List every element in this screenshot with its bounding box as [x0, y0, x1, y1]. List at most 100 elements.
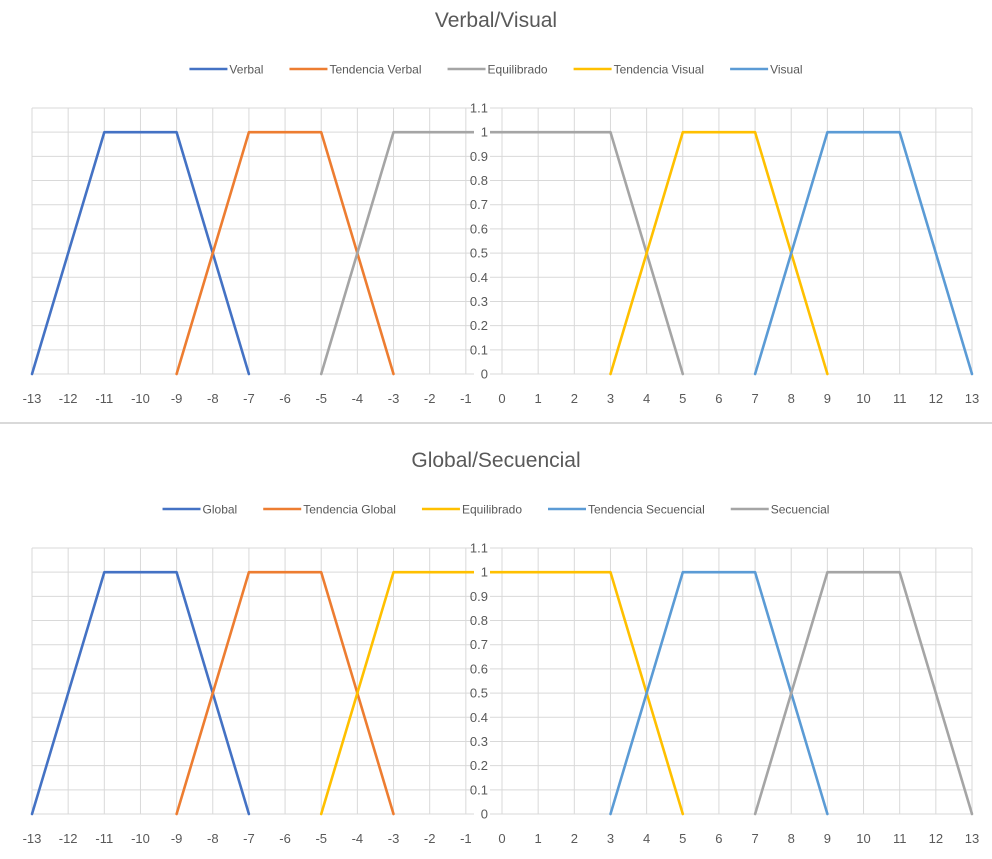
- legend-label: Secuencial: [771, 503, 830, 517]
- y-tick-label: 0.6: [470, 221, 488, 236]
- y-tick-label: 0.5: [470, 686, 488, 701]
- y-tick-label-bg: [474, 710, 490, 724]
- x-tick-label: -2: [424, 391, 436, 406]
- y-tick-label-bg: [474, 613, 490, 627]
- y-tick-label-bg: [474, 637, 490, 651]
- legend-label: Tendencia Secuencial: [588, 503, 705, 517]
- y-tick-label-bg: [474, 758, 490, 772]
- x-tick-label: 8: [788, 831, 795, 846]
- y-tick-label: 0.7: [470, 197, 488, 212]
- y-tick-label: 0.3: [470, 734, 488, 749]
- y-tick-label: 0.9: [470, 149, 488, 164]
- x-tick-label: -12: [59, 831, 78, 846]
- x-tick-label: -6: [279, 831, 291, 846]
- x-tick-label: 10: [856, 831, 870, 846]
- legend-label: Tendencia Global: [303, 503, 396, 517]
- x-tick-label: 12: [929, 831, 943, 846]
- chart-separator: [0, 422, 992, 424]
- x-tick-label: 2: [571, 831, 578, 846]
- x-tick-label: -6: [279, 391, 291, 406]
- x-tick-label: -4: [352, 391, 364, 406]
- y-tick-label: 0.7: [470, 637, 488, 652]
- y-tick-label-bg: [474, 342, 490, 356]
- y-tick-label: 0.5: [470, 246, 488, 261]
- x-tick-label: 13: [965, 831, 979, 846]
- legend-label: Equilibrado: [462, 503, 522, 517]
- y-tick-label-bg: [474, 565, 490, 579]
- x-tick-label: 1: [535, 391, 542, 406]
- legend: Global Tendencia Global Equilibrado Tendenc…: [162, 503, 830, 517]
- x-tick-label: 5: [679, 831, 686, 846]
- y-tick-label: 0.1: [470, 342, 488, 357]
- x-tick-label: -11: [95, 831, 113, 846]
- y-tick-label: 0.8: [470, 173, 488, 188]
- legend-label: Global: [203, 503, 238, 517]
- series-line: [753, 130, 974, 376]
- x-tick-label: 0: [498, 391, 505, 406]
- x-tick-label: -5: [315, 831, 327, 846]
- y-tick-label: 1: [481, 125, 488, 140]
- y-tick-label-bg: [474, 149, 490, 163]
- legend: Verbal Tendencia Verbal Equilibrado Tendenc…: [189, 63, 803, 77]
- x-tick-label: 6: [715, 391, 722, 406]
- x-tick-label: -12: [59, 391, 78, 406]
- x-tick-label: -7: [243, 831, 255, 846]
- y-tick-label: 1: [481, 565, 488, 580]
- x-tick-label: 13: [965, 391, 979, 406]
- x-tick-label: 4: [643, 391, 650, 406]
- y-tick-label-bg: [474, 686, 490, 700]
- y-tick-label-bg: [474, 807, 490, 820]
- x-tick-label: -10: [131, 831, 150, 846]
- x-tick-label: -13: [23, 831, 42, 846]
- x-tick-label: -5: [315, 391, 327, 406]
- y-tick-label-bg: [474, 367, 490, 380]
- x-tick-label: -2: [424, 831, 436, 846]
- x-tick-label: 11: [893, 831, 907, 846]
- x-tick-label: 11: [893, 391, 907, 406]
- y-tick-label: 1.1: [470, 541, 488, 556]
- x-tick-label: -1: [460, 391, 472, 406]
- verbal-visual-chart-svg: Verbal/Visual 0 0.1 0.2 0.3 0.4 0.5 0.6 0.7 0.8 0.…: [23, 9, 980, 406]
- series-line: [753, 570, 974, 816]
- y-tick-label-bg: [474, 661, 490, 675]
- legend-label: Equilibrado: [488, 63, 548, 77]
- legend-label: Tendencia Visual: [614, 63, 705, 77]
- y-tick-label: 0.4: [470, 710, 488, 725]
- y-tick-label-bg: [474, 125, 490, 139]
- x-tick-label: 0: [498, 831, 505, 846]
- y-tick-label-bg: [474, 318, 490, 332]
- x-tick-label: 1: [535, 831, 542, 846]
- y-tick-label: 0.3: [470, 294, 488, 309]
- legend-label: Visual: [770, 63, 802, 77]
- y-tick-label: 0: [481, 367, 488, 382]
- x-tick-label: 9: [824, 391, 831, 406]
- x-tick-label: -11: [95, 391, 113, 406]
- x-tick-label: 6: [715, 831, 722, 846]
- chart-title: Verbal/Visual: [435, 9, 557, 32]
- y-tick-label: 1.1: [470, 101, 488, 116]
- chart-title: Global/Secuencial: [411, 449, 580, 472]
- x-tick-label: 9: [824, 831, 831, 846]
- x-tick-label: 8: [788, 391, 795, 406]
- x-tick-label: 12: [929, 391, 943, 406]
- y-tick-label-bg: [474, 589, 490, 603]
- x-tick-label: 2: [571, 391, 578, 406]
- x-tick-label: -4: [352, 831, 364, 846]
- y-tick-label-bg: [474, 101, 490, 114]
- x-tick-label: 5: [679, 391, 686, 406]
- x-tick-label: -8: [207, 391, 219, 406]
- x-tick-label: -1: [460, 831, 472, 846]
- y-tick-label-bg: [474, 294, 490, 308]
- legend-label: Tendencia Verbal: [329, 63, 421, 77]
- y-tick-label: 0.2: [470, 758, 488, 773]
- y-tick-label: 0.2: [470, 318, 488, 333]
- x-tick-label: 4: [643, 831, 650, 846]
- x-tick-label: 7: [751, 391, 758, 406]
- y-tick-label: 0.1: [470, 782, 488, 797]
- y-tick-label: 0: [481, 807, 488, 822]
- x-tick-label: -3: [388, 831, 400, 846]
- global-secuencial-chart-svg: Global/Secuencial 0 0.1 0.2 0.3 0.4 0.5 0.6 0.7 0…: [23, 449, 980, 846]
- y-tick-label-bg: [474, 541, 490, 554]
- x-tick-label: -10: [131, 391, 150, 406]
- y-tick-label: 0.9: [470, 589, 488, 604]
